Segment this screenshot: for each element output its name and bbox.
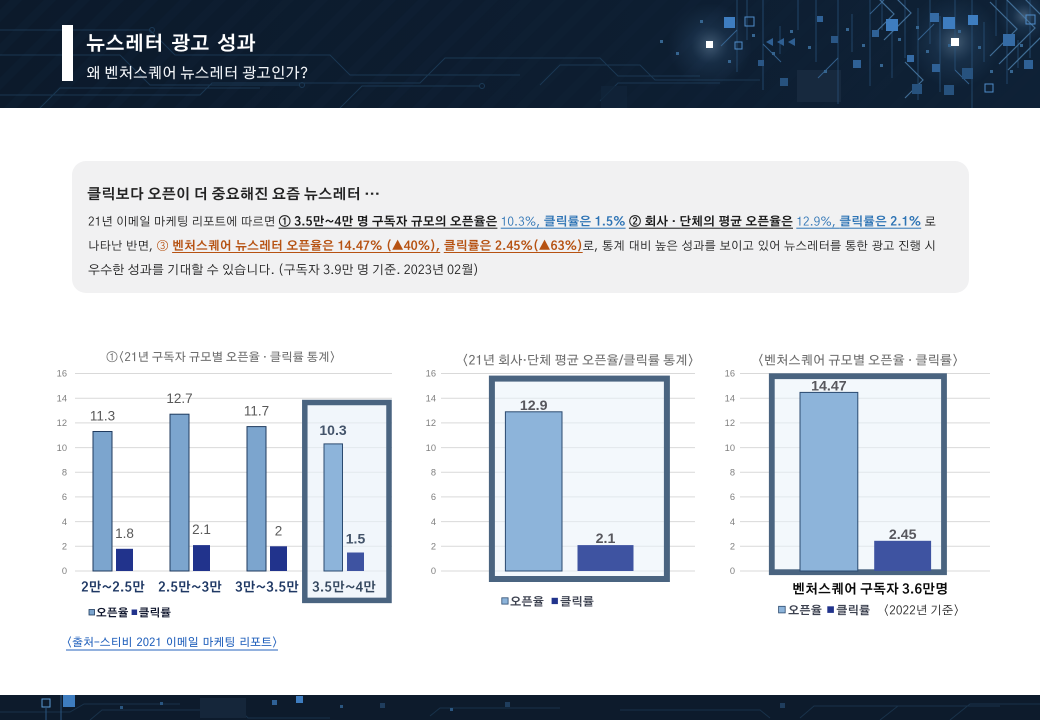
svg-text:12: 12 — [725, 418, 735, 428]
svg-text:1.8: 1.8 — [115, 526, 134, 541]
svg-text:12: 12 — [57, 418, 67, 428]
svg-text:2: 2 — [730, 542, 735, 552]
svg-text:10: 10 — [725, 443, 735, 453]
svg-text:2: 2 — [62, 542, 67, 552]
svg-text:6: 6 — [730, 492, 735, 502]
svg-text:4: 4 — [730, 517, 735, 527]
svg-text:10: 10 — [426, 443, 436, 453]
svg-text:6: 6 — [431, 492, 436, 502]
svg-text:2: 2 — [275, 523, 283, 538]
svg-text:16: 16 — [426, 369, 436, 379]
svg-text:1.5: 1.5 — [346, 531, 366, 547]
svg-text:0: 0 — [730, 566, 735, 576]
svg-text:4: 4 — [62, 517, 67, 527]
svg-text:6: 6 — [62, 492, 67, 502]
svg-text:2.1: 2.1 — [596, 531, 616, 547]
svg-text:8: 8 — [431, 467, 436, 477]
svg-text:11.3: 11.3 — [90, 409, 115, 424]
svg-text:16: 16 — [57, 369, 67, 379]
svg-text:10.3: 10.3 — [319, 422, 346, 438]
svg-text:8: 8 — [62, 467, 67, 477]
svg-text:14: 14 — [426, 393, 436, 403]
svg-text:8: 8 — [730, 467, 735, 477]
svg-text:2.1: 2.1 — [192, 522, 211, 537]
svg-text:10: 10 — [57, 443, 67, 453]
svg-text:0: 0 — [431, 566, 436, 576]
svg-text:16: 16 — [725, 369, 735, 379]
svg-text:12.7: 12.7 — [166, 391, 192, 406]
svg-text:12: 12 — [426, 418, 436, 428]
svg-text:0: 0 — [62, 566, 67, 576]
svg-text:2: 2 — [431, 542, 436, 552]
svg-text:2.45: 2.45 — [889, 527, 917, 543]
svg-text:11.7: 11.7 — [244, 404, 269, 419]
svg-text:12.9: 12.9 — [520, 398, 548, 414]
svg-text:14.47: 14.47 — [811, 378, 847, 394]
svg-text:14: 14 — [725, 393, 735, 403]
svg-text:14: 14 — [57, 393, 67, 403]
svg-text:4: 4 — [431, 517, 436, 527]
